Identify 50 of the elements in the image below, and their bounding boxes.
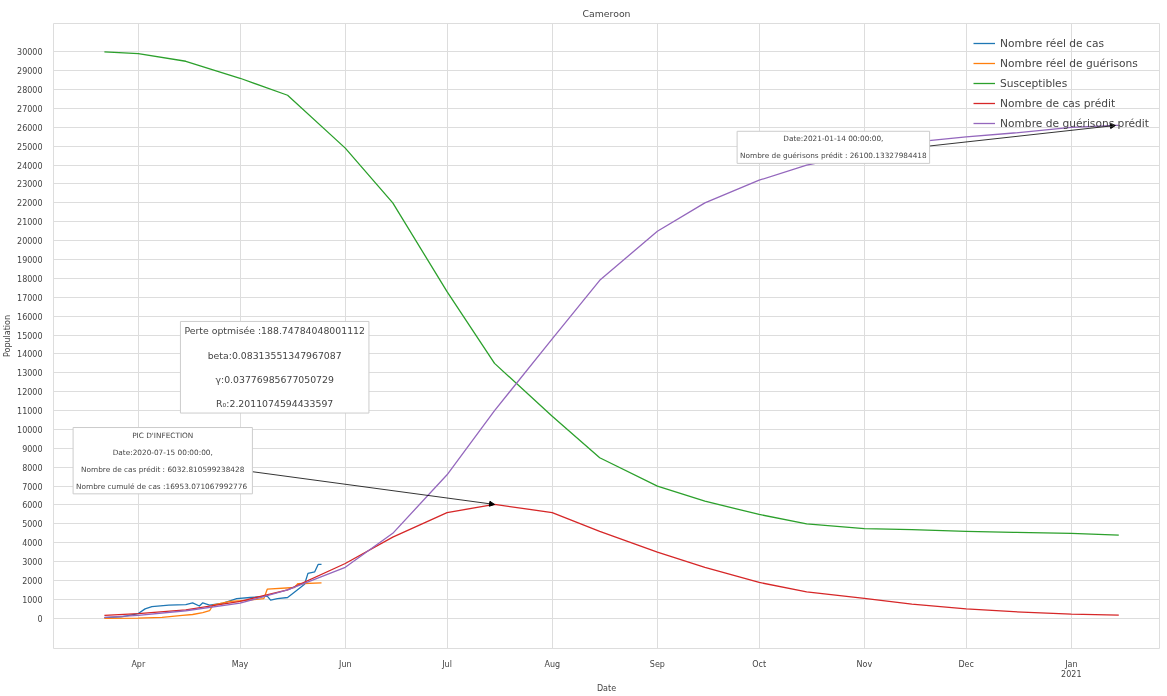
y-tick-label: 0 <box>37 614 43 624</box>
y-tick-label: 14000 <box>17 350 43 360</box>
y-tick-label: 29000 <box>17 67 43 77</box>
x-tick-label: Jun <box>338 659 352 669</box>
x-tick-label: May <box>231 659 249 669</box>
y-tick-label: 6000 <box>22 501 43 511</box>
line-series <box>103 582 323 619</box>
x-tick-label: Jan 2021 <box>1061 659 1082 680</box>
y-tick-label: 2000 <box>22 577 43 587</box>
y-tick-label: 18000 <box>17 274 43 284</box>
x-tick-label: Sep <box>649 659 665 669</box>
y-tick-label: 27000 <box>17 104 43 114</box>
y-tick-label: 25000 <box>17 142 43 152</box>
legend-label: Nombre réel de guérisons <box>1000 56 1138 70</box>
legend-label: Susceptibles <box>1000 76 1068 90</box>
y-tick-label: 11000 <box>17 407 43 417</box>
y-tick-label: 5000 <box>22 520 43 530</box>
y-tick-label: 19000 <box>17 256 43 266</box>
x-tick-label: Apr <box>131 659 146 669</box>
y-tick-label: 3000 <box>22 558 43 568</box>
y-tick-label: 7000 <box>22 482 43 492</box>
y-tick-label: 8000 <box>22 463 43 473</box>
legend-label: Nombre réel de cas <box>1000 36 1104 50</box>
y-tick-label: 26000 <box>17 123 43 133</box>
x-tick-label: Aug <box>544 659 561 669</box>
y-tick-label: 30000 <box>17 48 43 58</box>
x-tick-label: Dec <box>958 659 974 669</box>
x-tick-label: Jul <box>441 659 452 669</box>
y-tick-label: 21000 <box>17 218 43 228</box>
y-tick-label: 20000 <box>17 237 43 247</box>
text: Perte optmisée :188.74784048001112 beta:0.08313551347967087 γ:0.03776985677050729 R₀:2.2011074594433597 <box>184 325 365 410</box>
y-tick-label: 9000 <box>22 444 43 454</box>
legend-label: Nombre de cas prédit <box>1000 96 1116 110</box>
y-tick-label: 16000 <box>17 312 43 322</box>
y-axis-title: Population <box>3 314 13 358</box>
y-tick-label: 15000 <box>17 331 43 341</box>
x-tick-label: Nov <box>856 659 873 669</box>
x-axis-title: Date <box>596 684 617 694</box>
y-tick-label: 17000 <box>17 293 43 303</box>
x-tick-label: Oct <box>752 659 767 669</box>
y-tick-label: 4000 <box>22 539 43 549</box>
y-tick-label: 1000 <box>22 595 43 605</box>
y-tick-label: 23000 <box>17 180 43 190</box>
y-tick-label: 12000 <box>17 388 43 398</box>
y-tick-label: 28000 <box>17 86 43 96</box>
y-tick-label: 24000 <box>17 161 43 171</box>
chart-title: Cameroon <box>582 7 631 19</box>
y-tick-label: 22000 <box>17 199 43 209</box>
y-tick-label: 10000 <box>17 425 43 435</box>
y-tick-label: 13000 <box>17 369 43 379</box>
